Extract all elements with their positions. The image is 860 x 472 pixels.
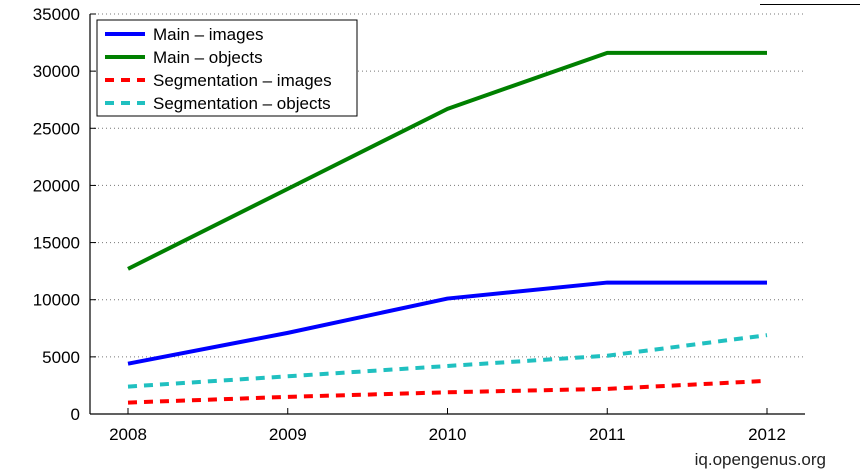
y-tick-label: 25000 [33,119,80,138]
y-tick-label: 20000 [33,176,80,195]
y-tick-label: 5000 [42,348,80,367]
legend-label: Segmentation – objects [153,94,331,113]
legend-label: Segmentation – images [153,71,332,90]
y-tick-label: 10000 [33,291,80,310]
x-tick-label: 2012 [748,425,786,444]
x-tick-label: 2008 [109,425,147,444]
series-line-3 [127,333,768,389]
x-axis-ticks: 2008 2009 2010 2011 2012 [109,425,786,444]
series-lines [127,50,768,405]
y-tick-label: 15000 [33,234,80,253]
y-tick-label: 30000 [33,62,80,81]
series-line-0 [127,280,767,366]
x-tick-label: 2009 [269,425,307,444]
axes [89,13,805,415]
y-tick-label: 35000 [33,5,80,24]
y-tick-label: 0 [71,405,80,424]
legend-label: Main – images [153,25,264,44]
top-border-line [760,4,860,5]
x-tick-label: 2010 [429,425,467,444]
watermark: iq.opengenus.org [694,450,826,469]
x-tick-label: 2011 [589,425,626,444]
series-line-2 [127,378,768,405]
legend: Main – images Main – objects Segmentation … [96,19,358,117]
y-axis-ticks: 0 5000 10000 15000 20000 25000 30000 35000 [33,5,80,424]
legend-label: Main – objects [153,48,263,67]
